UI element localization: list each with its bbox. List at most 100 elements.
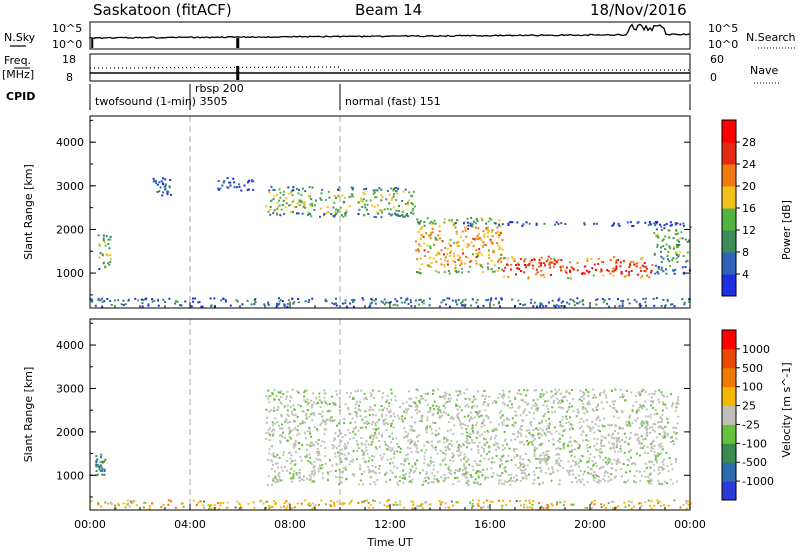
scatter-cell <box>571 469 574 472</box>
cpid-program-label: rbsp 200 <box>195 82 244 95</box>
scatter-cell <box>283 405 286 408</box>
scatter-cell <box>536 409 539 412</box>
scatter-cell <box>323 420 326 423</box>
scatter-cell <box>586 403 589 406</box>
scatter-cell <box>447 506 450 509</box>
scatter-cell <box>542 305 545 308</box>
scatter-cell <box>576 269 579 272</box>
scatter-cell <box>95 470 98 472</box>
scatter-cell <box>455 403 458 406</box>
scatter-cell <box>598 454 601 457</box>
scatter-cell <box>686 259 689 262</box>
scatter-cell <box>645 429 648 432</box>
scatter-cell <box>661 239 664 242</box>
scatter-cell <box>556 391 559 394</box>
scatter-cell <box>516 478 519 481</box>
scatter-cell <box>331 447 334 450</box>
scatter-cell <box>250 180 253 183</box>
scatter-cell <box>507 224 510 226</box>
scatter-cell <box>570 444 573 447</box>
scatter-cell <box>408 199 411 202</box>
scatter-cell <box>393 476 396 478</box>
scatter-cell <box>501 239 504 242</box>
scatter-cell <box>465 388 468 391</box>
scatter-cell <box>349 392 352 395</box>
scatter-cell <box>411 429 414 432</box>
scatter-cell <box>671 482 674 485</box>
scatter-cell <box>586 259 589 262</box>
scatter-cell <box>363 453 366 456</box>
scatter-cell <box>402 215 405 218</box>
scatter-cell <box>560 399 563 402</box>
scatter-cell <box>465 476 468 479</box>
scatter-cell <box>277 473 280 476</box>
scatter-cell <box>340 470 343 473</box>
scatter-cell <box>613 458 616 461</box>
scatter-cell <box>158 190 161 193</box>
scatter-cell <box>420 233 423 236</box>
scatter-cell <box>524 303 527 306</box>
scatter-cell <box>369 435 372 438</box>
scatter-cell <box>511 221 514 224</box>
scatter-cell <box>586 481 589 484</box>
scatter-cell <box>639 394 642 397</box>
scatter-cell <box>685 507 688 510</box>
scatter-cell <box>292 414 295 417</box>
scatter-cell <box>370 443 373 446</box>
scatter-cell <box>499 231 502 234</box>
scatter-cell <box>355 411 358 414</box>
scatter-cell <box>492 303 495 306</box>
scatter-cell <box>401 420 404 423</box>
scatter-cell <box>378 187 381 190</box>
scatter-cell <box>555 462 558 465</box>
scatter-cell <box>406 203 409 206</box>
scatter-cell <box>493 430 496 432</box>
scatter-cell <box>318 392 321 395</box>
scatter-cell <box>669 247 672 250</box>
scatter-cell <box>457 394 460 397</box>
scatter-cell <box>466 221 469 224</box>
scatter-cell <box>479 460 482 463</box>
scatter-cell <box>423 462 426 465</box>
scatter-cell <box>420 219 422 222</box>
scatter-cell <box>100 466 103 469</box>
scatter-cell <box>306 455 308 458</box>
scatter-cell <box>453 424 456 427</box>
scatter-cell <box>304 300 307 303</box>
scatter-cell <box>345 209 348 212</box>
scatter-cell <box>420 420 423 423</box>
scatter-cell <box>363 193 366 196</box>
scatter-cell <box>97 234 100 237</box>
scatter-cell <box>164 187 167 190</box>
scatter-cell <box>670 223 673 226</box>
scatter-cell <box>229 181 232 184</box>
scatter-cell <box>666 258 669 261</box>
scatter-cell <box>463 453 466 456</box>
scatter-cell <box>314 199 317 202</box>
scatter-cell <box>453 255 456 258</box>
scatter-cell <box>443 271 446 274</box>
scatter-cell <box>371 464 374 467</box>
scatter-cell <box>553 426 556 429</box>
scatter-cell <box>661 460 664 463</box>
scatter-cell <box>612 224 615 226</box>
scatter-cell <box>533 448 536 451</box>
scatter-cell <box>379 501 381 504</box>
scatter-cell <box>101 254 104 257</box>
scatter-cell <box>617 416 620 419</box>
scatter-cell <box>602 466 605 469</box>
scatter-cell <box>368 506 371 509</box>
scatter-cell <box>219 502 222 504</box>
scatter-cell <box>546 459 549 462</box>
scatter-cell <box>639 470 641 473</box>
scatter-cell <box>217 180 220 182</box>
scatter-cell <box>595 409 598 411</box>
scatter-cell <box>317 467 320 470</box>
scatter-cell <box>425 426 427 429</box>
scatter-cell <box>403 477 406 480</box>
scatter-cell <box>518 267 520 270</box>
scatter-cell <box>650 404 653 407</box>
scatter-cell <box>288 431 291 434</box>
scatter-cell <box>357 447 360 449</box>
scatter-cell <box>467 270 470 273</box>
